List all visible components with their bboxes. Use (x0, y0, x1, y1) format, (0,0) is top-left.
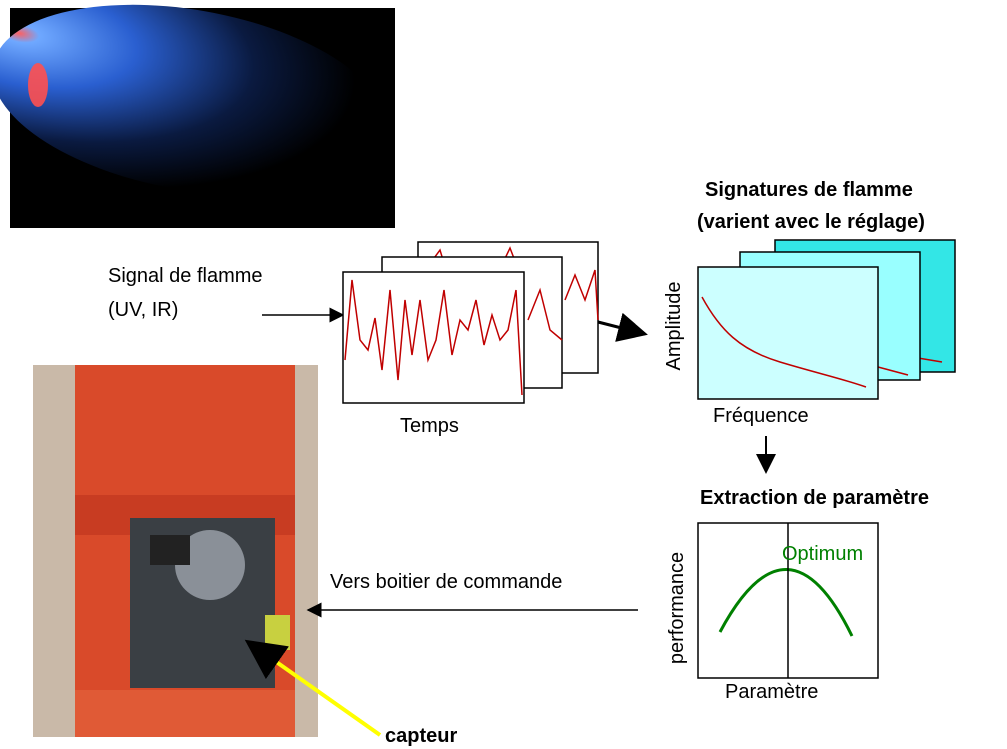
optimum-label: Optimum (782, 543, 863, 565)
signatures-x-label: Fréquence (713, 405, 809, 427)
output-label: Vers boitier de commande (330, 571, 562, 593)
burner-photo (33, 365, 318, 737)
spectrum-panels (698, 240, 955, 399)
diagram: Signal de flamme (UV, IR) Temps Signatur… (0, 0, 1007, 749)
signatures-y-label: Amplitude (663, 282, 685, 371)
signatures-subtitle: (varient avec le réglage) (697, 211, 925, 233)
extraction-x-label: Paramètre (725, 681, 818, 703)
input-label: Signal de flamme (108, 265, 263, 287)
sensor-label: capteur (385, 725, 457, 747)
signatures-title: Signatures de flamme (705, 179, 913, 201)
input-sublabel: (UV, IR) (108, 299, 178, 321)
flame-photo (0, 0, 403, 228)
time-panels (343, 242, 598, 403)
extraction-title: Extraction de paramètre (700, 487, 929, 509)
extraction-y-label: performance (666, 552, 688, 664)
fft-arrow (598, 322, 645, 334)
time-axis-label: Temps (400, 415, 459, 437)
